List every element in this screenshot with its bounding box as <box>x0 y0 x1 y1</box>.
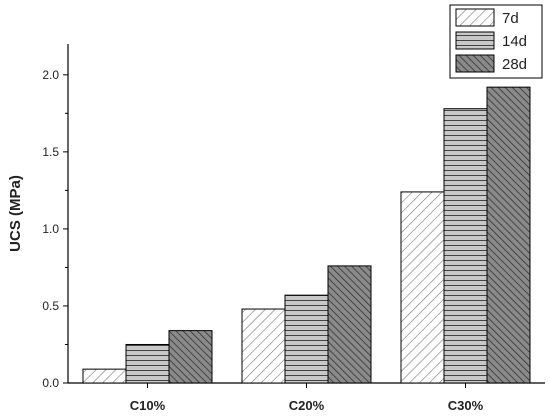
x-tick-label: C10% <box>130 398 166 413</box>
bar-7d-C10% <box>82 368 127 384</box>
bar-28d-C20% <box>327 265 372 384</box>
bar-7d-C20% <box>241 308 286 384</box>
bar-28d-C30% <box>486 86 531 384</box>
x-tick-label: C30% <box>448 398 484 413</box>
x-tick-label: C20% <box>289 398 325 413</box>
y-tick-label: 2.0 <box>42 68 59 82</box>
y-tick-label: 0.0 <box>42 376 59 390</box>
bar-14d-C30% <box>443 108 488 384</box>
y-tick-label: 1.5 <box>42 145 59 159</box>
y-tick-label: 1.0 <box>42 222 59 236</box>
bar-14d-C20% <box>284 294 329 384</box>
legend-label-7d: 7d <box>502 10 519 27</box>
legend-label-14d: 14d <box>502 33 527 50</box>
bar-28d-C10% <box>168 330 213 384</box>
plot-area: 0.0 0.5 1.0 1.5 2.0 UCS (MPa) C10% C20% C30% <box>7 44 545 413</box>
y-axis-title: UCS (MPa) <box>7 175 24 252</box>
legend-label-28d: 28d <box>502 56 527 73</box>
legend-swatch-7d <box>455 8 495 27</box>
y-tick-label: 0.5 <box>42 299 59 313</box>
bar-7d-C30% <box>400 191 445 384</box>
bar-14d-C10% <box>125 343 170 384</box>
legend-swatch-28d <box>455 54 495 73</box>
legend: 7d 14d 28d <box>449 4 543 79</box>
legend-swatch-14d <box>455 31 495 50</box>
